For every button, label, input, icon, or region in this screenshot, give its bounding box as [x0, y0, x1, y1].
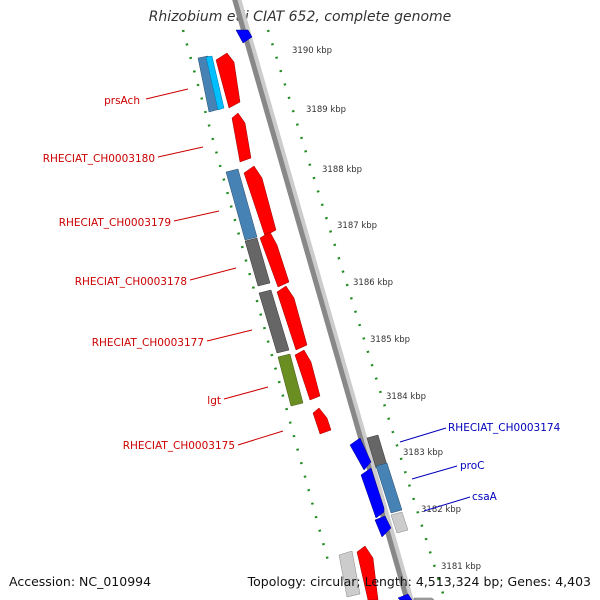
ruler-label: 3189 kbp — [306, 105, 346, 115]
category-bar — [338, 550, 361, 598]
accession-text: Accession: NC_010994 — [9, 574, 152, 589]
gene-label-leader — [206, 329, 253, 342]
category-bar — [225, 168, 258, 241]
reverse-cds-arrow[interactable] — [235, 29, 253, 44]
gene-label[interactable]: RHECIAT_CH0003178 — [75, 276, 187, 288]
gene-label-leader — [157, 146, 204, 158]
ruler-label: 3181 kbp — [441, 562, 481, 572]
forward-cds-arrow[interactable] — [294, 349, 321, 401]
reverse-cds-arrow[interactable] — [397, 593, 413, 600]
gene-label-leader — [173, 210, 220, 222]
category-bar — [244, 237, 271, 287]
gene-label-leader — [145, 88, 189, 100]
gene-label[interactable]: proC — [460, 460, 485, 472]
reverse-cds-arrow[interactable] — [374, 515, 392, 538]
gene-label[interactable]: RHECIAT_CH0003174 — [448, 422, 561, 434]
forward-cds-arrow[interactable] — [215, 52, 241, 109]
ruler-label: 3185 kbp — [370, 335, 410, 345]
category-bar — [258, 289, 290, 354]
reverse-cds-arrow[interactable] — [349, 437, 372, 471]
forward-cds-arrow[interactable] — [243, 165, 277, 237]
ruler-label: 3184 kbp — [386, 392, 426, 402]
gene-label[interactable]: RHECIAT_CH0003180 — [43, 153, 155, 165]
forward-cds-arrow[interactable] — [312, 407, 332, 435]
gene-label-leader — [411, 465, 458, 480]
ruler-label: 3183 kbp — [403, 448, 443, 458]
forward-cds-arrow[interactable] — [259, 231, 290, 288]
reverse-cds-arrow[interactable] — [360, 467, 385, 519]
topology-text: Topology: circular; Length: 4,513,324 bp… — [247, 574, 591, 589]
gene-label-leader — [237, 430, 284, 446]
map-title: Rhizobium etli CIAT 652, complete genome — [148, 9, 452, 25]
ruler-label: 3188 kbp — [322, 165, 362, 175]
outer-tick-ring — [266, 29, 447, 600]
category-bar — [277, 353, 304, 407]
forward-cds-arrow[interactable] — [276, 285, 308, 351]
gene-label[interactable]: csaA — [472, 491, 498, 503]
ruler-label: 3182 kbp — [421, 505, 461, 515]
gene-label-leader — [189, 267, 237, 281]
gene-label[interactable]: prsAch — [104, 95, 140, 107]
forward-cds-arrow[interactable] — [356, 545, 379, 600]
category-bar — [375, 462, 403, 514]
category-bar — [205, 55, 225, 111]
category-bar — [390, 511, 409, 534]
gene-label[interactable]: RHECIAT_CH0003179 — [59, 217, 171, 229]
ruler-label: 3187 kbp — [337, 221, 377, 231]
ruler-label: 3190 kbp — [292, 46, 332, 56]
forward-cds-arrow[interactable] — [231, 112, 252, 163]
gene-label[interactable]: RHECIAT_CH0003175 — [123, 440, 235, 452]
gene-label-leader — [223, 386, 269, 400]
gene-label-leader — [423, 496, 471, 512]
gene-label[interactable]: lgt — [207, 395, 221, 407]
gene-label[interactable]: RHECIAT_CH0003177 — [92, 337, 204, 349]
gene-label-leader — [399, 427, 447, 443]
ruler-label: 3186 kbp — [353, 278, 393, 288]
